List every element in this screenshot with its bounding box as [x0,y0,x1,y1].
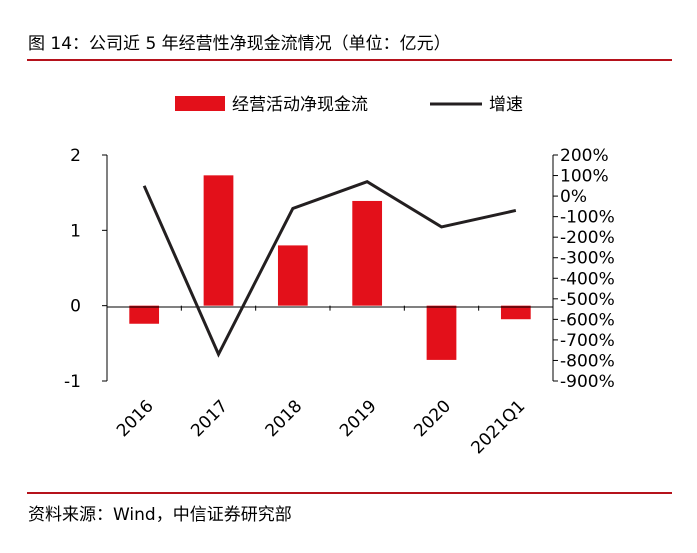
x-axis-label-2017: 2017 [187,396,232,441]
growth-line-series [142,180,517,358]
bar-2019 [352,200,383,306]
legend-label-bar: 经营活动净现金流 [232,95,368,115]
x-axis-label-2016: 2016 [113,396,158,441]
right-axis-tick-label: -100% [560,208,615,228]
source-note: 资料来源：Wind，中信证券研究部 [28,505,292,525]
left-axis-tick-label: 0 [70,297,81,317]
right-axis-tick-label: 100% [560,167,609,187]
right-axis-tick-label: -700% [560,331,615,351]
right-axis-tick-label: -400% [560,269,615,289]
right-axis-ticks: 200%100%0%-100%-200%-300%-400%-500%-600%… [553,146,615,392]
left-axis-tick-label: -1 [64,372,81,392]
figure-title: 图 14：公司近 5 年经营性净现金流情况（单位：亿元） [28,34,451,54]
bar-2018 [277,245,308,306]
right-axis-tick-label: -600% [560,310,615,330]
right-axis-tick-label: -300% [560,249,615,269]
source-rule [27,492,672,494]
legend-label-line: 增速 [489,95,523,115]
x-axis-label-2021Q1: 2021Q1 [468,396,530,458]
bar-2021Q1 [500,305,531,320]
x-axis-labels: 2016 2017 2018 2019 2020 2021Q1 [113,396,529,458]
left-axis-tick-label: 2 [70,146,81,166]
x-axis-ticks [106,305,554,311]
right-axis-tick-label: -900% [560,372,615,392]
x-axis-label-2019: 2019 [336,396,381,441]
right-axis-tick-label: 200% [560,146,609,166]
legend: 经营活动净现金流 增速 [175,95,523,115]
bar-2016 [129,305,160,324]
right-axis-tick-label: -800% [560,351,615,371]
legend-swatch-bar [175,96,225,111]
left-axis-tick-label: 1 [70,221,81,241]
bar-2017 [203,175,234,306]
bar-series [129,175,531,360]
right-axis-tick-label: -200% [560,228,615,248]
left-axis-ticks: 2 1 0 -1 [64,146,107,392]
x-axis-label-2018: 2018 [262,396,307,441]
x-axis-label-2020: 2020 [410,396,455,441]
bar-2020 [426,305,457,360]
right-axis-tick-label: -500% [560,290,615,310]
title-rule [27,59,672,61]
right-axis-tick-label: 0% [560,187,587,207]
